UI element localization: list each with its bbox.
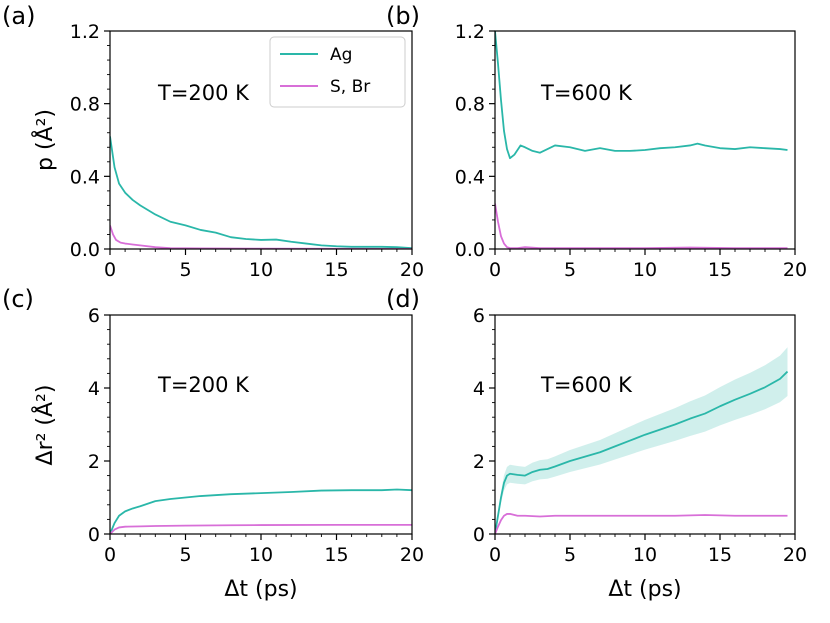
panel-label: (d)	[386, 285, 420, 313]
panel-label: (c)	[2, 285, 34, 313]
y-tick-label: 0.8	[70, 94, 100, 116]
x-tick-label: 0	[104, 259, 116, 281]
x-tick-label: 10	[633, 259, 657, 281]
series-sbr-line	[110, 225, 412, 249]
y-tick-label: 4	[88, 378, 100, 400]
y-tick-label: 2	[473, 451, 485, 473]
x-tick-label: 5	[564, 544, 576, 566]
x-tick-label: 5	[179, 544, 191, 566]
temperature-annotation: T=600 K	[540, 81, 633, 105]
legend-label-sbr: S, Br	[330, 77, 370, 97]
axes-frame	[494, 30, 796, 250]
plot-area	[495, 347, 789, 534]
x-tick-label: 5	[179, 259, 191, 281]
x-tick-label: 20	[400, 259, 424, 281]
y-tick-label: 1.2	[70, 21, 100, 43]
series-ag-line	[495, 370, 789, 534]
x-tick-label: 10	[249, 544, 273, 566]
series-ag-band	[495, 347, 788, 534]
temperature-annotation: T=200 K	[157, 373, 250, 397]
y-axis-label: Δr² (Å²)	[31, 385, 58, 466]
x-tick-label: 15	[708, 259, 732, 281]
x-tick-label: 5	[564, 259, 576, 281]
y-tick-label: 6	[88, 305, 100, 327]
legend: Ag S, Br	[269, 36, 406, 108]
y-tick-label: 6	[473, 305, 485, 327]
x-tick-label: 20	[783, 544, 807, 566]
panel-b: 0 5 10 15 20 0.0 0.4 0.8 1.2 (b) T=600 K	[386, 2, 807, 281]
panel-c: 0 5 10 15 20 0 2 4 6 (c) T=200 K Δr² (Å²) Δt (ps)	[2, 285, 424, 602]
y-tick-label: 0.0	[455, 239, 485, 261]
series-sbr-line	[495, 203, 788, 249]
x-tick-label: 15	[708, 544, 732, 566]
y-tick-label: 4	[473, 378, 485, 400]
y-axis-label: p (Å²)	[31, 109, 58, 171]
x-tick-label: 0	[489, 259, 501, 281]
x-tick-label: 0	[104, 544, 116, 566]
x-tick-label: 10	[249, 259, 273, 281]
panel-d: 0 5 10 15 20 0 2 4 6 (d) T=600 K Δt (ps)	[386, 285, 807, 602]
y-tick-label: 0.4	[455, 166, 485, 188]
y-tick-label: 2	[88, 451, 100, 473]
x-tick-label: 0	[489, 544, 501, 566]
plot-area	[110, 136, 412, 249]
temperature-annotation: T=200 K	[157, 81, 250, 105]
x-tick-label: 10	[633, 544, 657, 566]
x-tick-label: 15	[324, 259, 348, 281]
legend-label-ag: Ag	[330, 45, 352, 65]
x-tick-label: 15	[324, 544, 348, 566]
temperature-annotation: T=600 K	[540, 373, 633, 397]
series-sbr-line	[110, 523, 412, 534]
x-tick-label: 20	[400, 544, 424, 566]
series-ag-line	[495, 31, 788, 160]
series-ag-line	[110, 488, 412, 534]
y-tick-label: 0.8	[455, 94, 485, 116]
panel-label: (a)	[2, 2, 35, 30]
x-axis-label: Δt (ps)	[224, 577, 297, 602]
y-tick-label: 0	[88, 524, 100, 546]
y-tick-label: 0	[473, 524, 485, 546]
panel-a: 0 5 10 15 20 0.0 0.4 0.8 1.2 (a) T=200 K p (Å²)	[2, 2, 424, 281]
x-tick-label: 20	[783, 259, 807, 281]
series-ag-line	[110, 136, 412, 249]
y-tick-label: 0.4	[70, 166, 100, 188]
plot-area	[495, 31, 788, 249]
panel-label: (b)	[386, 2, 420, 30]
y-tick-label: 0.0	[70, 239, 100, 261]
y-tick-label: 1.2	[455, 21, 485, 43]
plot-area	[110, 488, 412, 534]
series-sbr-line	[495, 513, 788, 534]
x-axis-label: Δt (ps)	[608, 577, 681, 602]
